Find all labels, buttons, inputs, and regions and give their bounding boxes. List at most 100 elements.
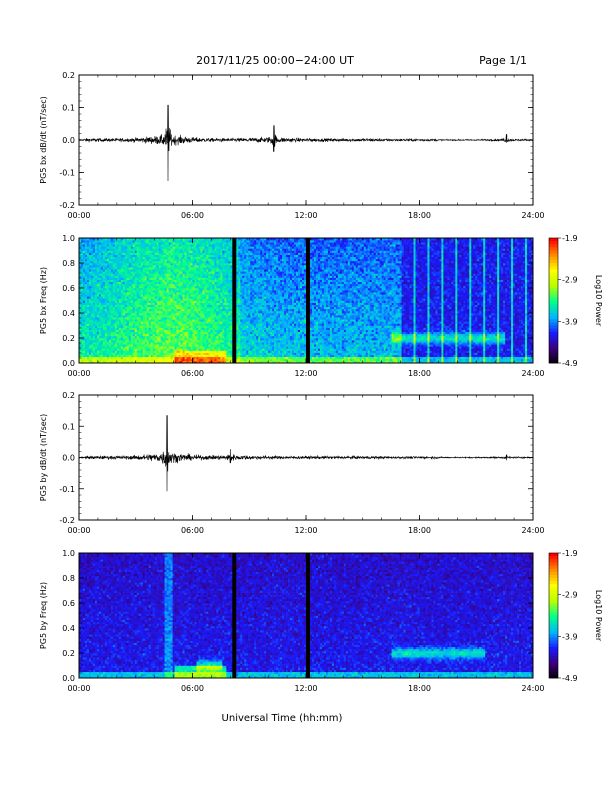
spectrogram-cell xyxy=(154,331,157,335)
spectrogram-cell xyxy=(90,258,94,262)
spectrogram-cell xyxy=(146,273,149,276)
spectrogram-cell xyxy=(116,300,120,303)
spectrogram-cell xyxy=(202,342,205,345)
spectrogram-cell xyxy=(160,300,163,303)
spectrogram-cell xyxy=(152,313,155,316)
spectrogram-cell xyxy=(194,260,197,264)
spectrogram-cell xyxy=(130,275,134,278)
spectrogram-cell xyxy=(94,273,98,276)
spectrogram-cell xyxy=(118,321,122,324)
spectrogram-cell xyxy=(122,290,126,293)
spectrogram-cell xyxy=(182,238,185,241)
spectrogram-cell xyxy=(124,356,128,360)
spectrogram-cell xyxy=(140,240,144,243)
spectrogram-cell xyxy=(220,244,223,247)
spectrogram-cell xyxy=(234,358,237,362)
spectrogram-cell xyxy=(208,348,211,351)
spectrogram-cell xyxy=(184,346,187,349)
spectrogram-cell xyxy=(198,329,201,333)
spectrogram-cell xyxy=(164,342,167,345)
spectrogram-cell xyxy=(212,342,215,345)
spectrogram-cell xyxy=(224,277,227,280)
spectrogram-cell xyxy=(140,329,144,333)
spectrogram-cell xyxy=(86,300,90,303)
spectrogram-cell xyxy=(214,302,217,305)
spectrogram-cell xyxy=(160,325,163,328)
spectrogram-cell xyxy=(148,281,151,285)
spectrogram-cell xyxy=(176,288,179,291)
spectrogram-cell xyxy=(196,310,199,314)
spectrogram-cell xyxy=(110,327,114,330)
spectrogram-cell xyxy=(80,254,84,258)
spectrogram-cell xyxy=(202,300,205,303)
spectrogram-cell xyxy=(216,356,219,360)
spectrogram-cell xyxy=(98,335,102,339)
spectrogram-cell xyxy=(206,350,209,353)
spectrogram-cell xyxy=(230,269,233,272)
spectrogram-cell xyxy=(204,333,207,337)
spectrogram-cell xyxy=(168,329,171,333)
spectrogram-cell xyxy=(132,340,136,343)
spectrogram-cell xyxy=(166,294,169,297)
spectrogram-cell xyxy=(98,263,102,266)
spectrogram-cell xyxy=(96,244,100,247)
spectrogram-cell xyxy=(224,333,227,337)
spectrogram-cell xyxy=(200,242,203,245)
spectrogram-cell xyxy=(212,258,215,262)
spectrogram-cell xyxy=(170,288,173,291)
spectrogram-cell xyxy=(88,356,92,360)
spectrogram-cell xyxy=(120,344,124,347)
spectrogram-cell xyxy=(200,319,203,322)
spectrogram-cell xyxy=(96,310,100,314)
spectrogram-cell xyxy=(232,238,235,241)
spectrogram-cell xyxy=(144,354,147,358)
spectrogram-cell xyxy=(186,296,189,299)
spectrogram-cell xyxy=(156,302,159,305)
spectrogram-cell xyxy=(198,340,201,343)
spectrogram-cell xyxy=(228,306,231,310)
spectrogram-cell xyxy=(100,260,104,264)
spectrogram-cell xyxy=(156,263,159,266)
spectrogram-cell xyxy=(116,281,120,285)
spectrogram-cell xyxy=(98,298,102,301)
spectrogram-cell xyxy=(114,358,118,362)
spectrogram-cell xyxy=(124,335,128,339)
spectrogram-cell xyxy=(200,302,203,305)
spectrogram-cell xyxy=(134,267,138,270)
spectrogram-cell xyxy=(132,290,136,293)
spectrogram-cell xyxy=(240,354,243,358)
spectrogram-cell xyxy=(224,292,227,295)
spectrogram-cell xyxy=(190,244,193,247)
spectrogram-cell xyxy=(126,246,130,249)
spectrogram-cell xyxy=(98,338,102,341)
spectrogram-cell xyxy=(208,267,211,270)
spectrogram-cell xyxy=(162,248,165,251)
spectrogram-cell xyxy=(79,323,82,326)
spectrogram-cell xyxy=(124,340,128,343)
spectrogram-cell xyxy=(108,294,112,297)
spectrogram-cell xyxy=(148,263,151,266)
spectrogram-cell xyxy=(200,265,203,268)
spectrogram-cell xyxy=(226,338,229,341)
spectrogram-cell xyxy=(142,242,146,245)
spectrogram-cell xyxy=(142,273,146,276)
spectrogram-cell xyxy=(158,260,161,264)
spectrogram-cell xyxy=(202,310,205,314)
spectrogram-cell xyxy=(92,265,96,268)
spectrogram-cell xyxy=(186,242,189,245)
spectrogram-cell xyxy=(122,350,126,353)
spectrogram-cell xyxy=(104,325,108,328)
spectrogram-cell xyxy=(196,348,199,351)
spectrogram-cell xyxy=(102,246,106,249)
spectrogram-cell xyxy=(106,342,110,345)
spectrogram-cell xyxy=(192,356,195,360)
spectrogram-cell xyxy=(220,323,223,326)
spectrogram-cell xyxy=(106,350,110,353)
spectrogram-cell xyxy=(232,263,235,266)
spectrogram-cell xyxy=(120,317,124,320)
spectrogram-cell xyxy=(218,250,221,253)
spectrogram-cell xyxy=(146,242,149,245)
spectrogram-cell xyxy=(148,294,151,297)
spectrogram-cell xyxy=(188,346,191,349)
spectrogram-cell xyxy=(212,325,215,328)
